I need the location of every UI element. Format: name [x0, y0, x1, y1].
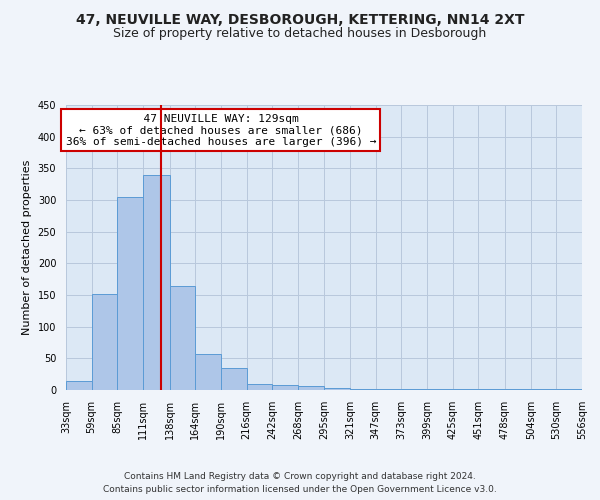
Bar	[453, 388, 478, 390]
Bar	[325, 388, 350, 390]
Bar	[530, 388, 556, 390]
Bar	[376, 388, 401, 390]
Bar	[556, 388, 582, 390]
Bar	[247, 384, 272, 390]
Text: Size of property relative to detached houses in Desborough: Size of property relative to detached ho…	[113, 28, 487, 40]
Y-axis label: Number of detached properties: Number of detached properties	[22, 160, 32, 335]
Text: 47 NEUVILLE WAY: 129sqm  
← 63% of detached houses are smaller (686)
36% of semi: 47 NEUVILLE WAY: 129sqm ← 63% of detache…	[65, 114, 376, 147]
Bar	[505, 388, 530, 390]
Bar	[350, 388, 376, 390]
Text: 47, NEUVILLE WAY, DESBOROUGH, KETTERING, NN14 2XT: 47, NEUVILLE WAY, DESBOROUGH, KETTERING,…	[76, 12, 524, 26]
Bar	[478, 388, 505, 390]
Bar	[143, 174, 170, 390]
Bar	[195, 354, 221, 390]
Text: Contains public sector information licensed under the Open Government Licence v3: Contains public sector information licen…	[103, 485, 497, 494]
Bar	[298, 386, 325, 390]
Bar	[118, 197, 143, 390]
Text: Contains HM Land Registry data © Crown copyright and database right 2024.: Contains HM Land Registry data © Crown c…	[124, 472, 476, 481]
Bar	[221, 368, 247, 390]
Bar	[272, 385, 298, 390]
Bar	[582, 387, 600, 390]
Bar	[427, 388, 453, 390]
Bar	[170, 286, 195, 390]
Bar	[92, 294, 118, 390]
Bar	[401, 388, 427, 390]
Bar	[66, 380, 92, 390]
